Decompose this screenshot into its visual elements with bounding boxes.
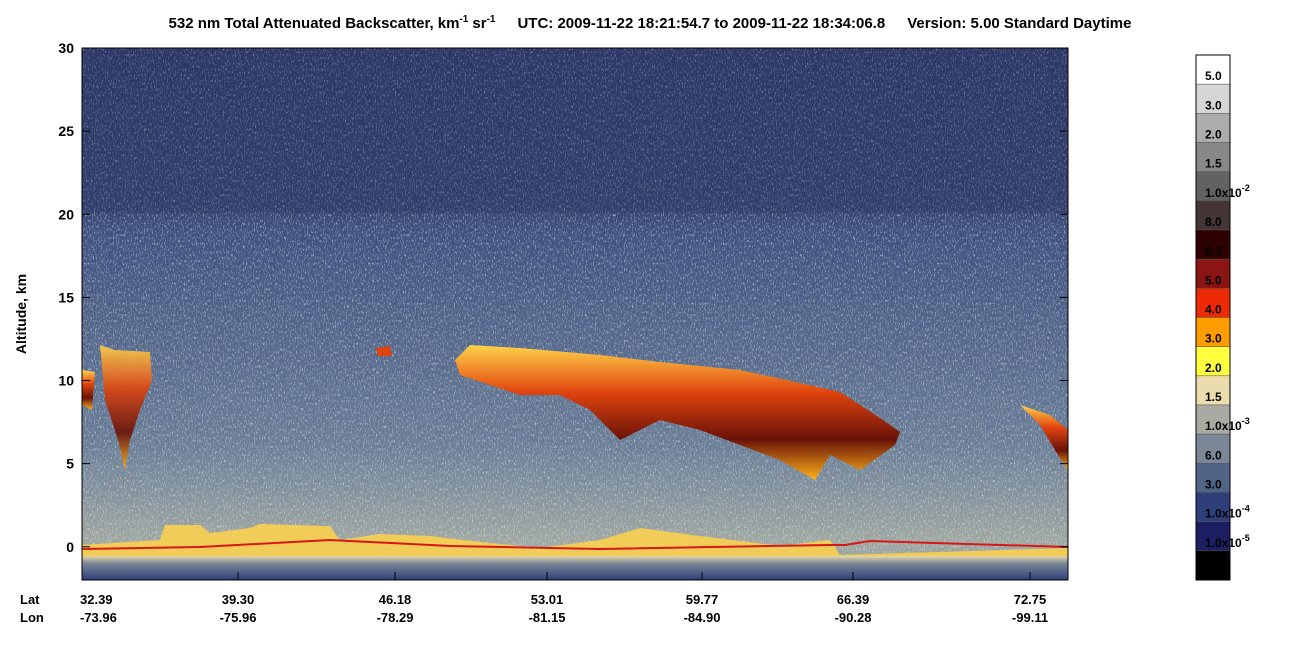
colorbar-label-text: 2.0 [1205, 128, 1222, 142]
x-tick-label: 32.39 [80, 592, 113, 607]
x-tick-label: -81.15 [529, 610, 566, 625]
colorbar-box [1195, 200, 1231, 231]
colorbar-box [1195, 317, 1231, 347]
colorbar-label-text: 3.0 [1205, 98, 1222, 112]
colorbar-label-text: 1.0x10 [1205, 419, 1242, 433]
colorbar-label-text: 8.0 [1205, 215, 1222, 229]
colorbar-box [1195, 54, 1231, 85]
colorbar-label: 1.0x10-5 [1205, 533, 1250, 550]
title-text: sr [472, 15, 486, 32]
colorbar-label: 1.5 [1205, 390, 1222, 404]
x-tick-label: 59.77 [686, 592, 719, 607]
colorbar-label-text: 3.0 [1205, 332, 1222, 346]
axes: 0 5 10 15 20 25 30 Lat 32.39 39.30 46.18 53.01 59.77… [20, 40, 1068, 625]
x-tick-label: -73.96 [80, 610, 117, 625]
subsurface [82, 556, 1068, 580]
colorbar-label: 5.0 [1205, 273, 1222, 287]
y-tick-label: 20 [58, 206, 74, 222]
cloud [1020, 405, 1068, 470]
x-tick-label: -99.11 [1012, 610, 1048, 625]
colorbar-box [1195, 171, 1231, 202]
colorbar-label: 2.0 [1205, 128, 1222, 142]
colorbar-label: 5.0 [1205, 69, 1222, 83]
y-tick-label: 10 [58, 373, 74, 389]
surface-line [82, 538, 1068, 551]
surface-layer [82, 524, 1068, 556]
colorbar-label-text: 5.0 [1205, 273, 1222, 287]
x-tick-label: 53.01 [531, 592, 564, 607]
colorbar-label-text: 1.0x10 [1205, 186, 1242, 200]
plot-frame [81, 47, 1069, 581]
cloud [376, 346, 392, 356]
colorbar-label-text: 3.0 [1205, 478, 1222, 492]
cloud [100, 345, 152, 470]
title-version: Version: 5.00 Standard Daytime [907, 15, 1131, 32]
colorbar-label-text: 1.5 [1205, 157, 1222, 171]
colorbar-label-exp: -5 [1242, 533, 1250, 543]
colorbar-label-text: 6.0 [1205, 448, 1222, 462]
x-row-name: Lon [20, 610, 44, 625]
title-sup: -1 [487, 14, 496, 25]
x-tick-label: 46.18 [379, 592, 412, 607]
x-row-name: Lat [20, 592, 40, 607]
colorbar-frame [1195, 54, 1231, 581]
colorbar-label: 4.0 [1205, 303, 1222, 317]
colorbar-label: 1.0x10-3 [1205, 416, 1250, 433]
x-tick-label: -84.90 [684, 610, 721, 625]
colorbar-label-text: 1.0x10 [1205, 536, 1242, 550]
colorbar-box [1195, 229, 1231, 260]
title-time: UTC: 2009-11-22 18:21:54.7 to 2009-11-22… [517, 15, 885, 32]
title-text: 532 nm Total Attenuated Backscatter, km [169, 15, 460, 32]
colorbar-box [1195, 142, 1231, 172]
colorbar-label-text: 2.0 [1205, 361, 1222, 375]
y-tick-label: 30 [58, 40, 74, 56]
colorbar-label-text: 5.0 [1205, 69, 1222, 83]
colorbar-label: 1.0x10-4 [1205, 504, 1250, 521]
y-tick-label: 0 [66, 539, 74, 555]
chart-title: 532 nm Total Attenuated Backscatter, km-… [169, 14, 1132, 32]
colorbar-label-text: 6.0 [1205, 244, 1222, 258]
y-tick-label: 15 [58, 289, 74, 305]
y-tick-label: 25 [58, 123, 74, 139]
colorbar-label-exp: -3 [1242, 416, 1250, 426]
colorbar-box [1195, 550, 1231, 581]
colorbar-label: 1.5 [1205, 157, 1222, 171]
colorbar-label: 1.0x10-2 [1205, 183, 1250, 200]
title-sup: -1 [459, 14, 468, 25]
x-tick-label: 39.30 [222, 592, 255, 607]
colorbar-label: 2.0 [1205, 361, 1222, 375]
colorbar-label-text: 1.0x10 [1205, 507, 1242, 521]
colorbar-box [1195, 258, 1231, 289]
noise [82, 48, 1068, 580]
colorbar-label: 3.0 [1205, 98, 1222, 112]
colorbar-label: 3.0 [1205, 332, 1222, 346]
x-tick-label: -78.29 [377, 610, 414, 625]
x-tick-label: -90.28 [835, 610, 872, 625]
colorbar-label-exp: -2 [1242, 183, 1250, 193]
colorbar-label: 3.0 [1205, 478, 1222, 492]
y-axis-label: Altitude, km [13, 274, 29, 354]
colorbar-label: 6.0 [1205, 244, 1222, 258]
upper-layer [82, 48, 1068, 213]
colorbar: 5.03.02.01.51.0x10-28.06.05.04.03.02.01.… [1195, 54, 1250, 581]
colorbar-box [1195, 463, 1231, 493]
x-tick-label: 66.39 [837, 592, 870, 607]
colorbar-label-exp: -4 [1242, 504, 1250, 514]
colorbar-label: 6.0 [1205, 448, 1222, 462]
x-tick-label: -75.96 [220, 610, 257, 625]
cloud [455, 345, 900, 480]
heatmap [82, 48, 1068, 580]
colorbar-label: 8.0 [1205, 215, 1222, 229]
colorbar-box [1195, 83, 1231, 114]
x-tick-label: 72.75 [1014, 592, 1047, 607]
y-tick-label: 5 [66, 456, 74, 472]
colorbar-label-text: 4.0 [1205, 303, 1222, 317]
colorbar-label-text: 1.5 [1205, 390, 1222, 404]
